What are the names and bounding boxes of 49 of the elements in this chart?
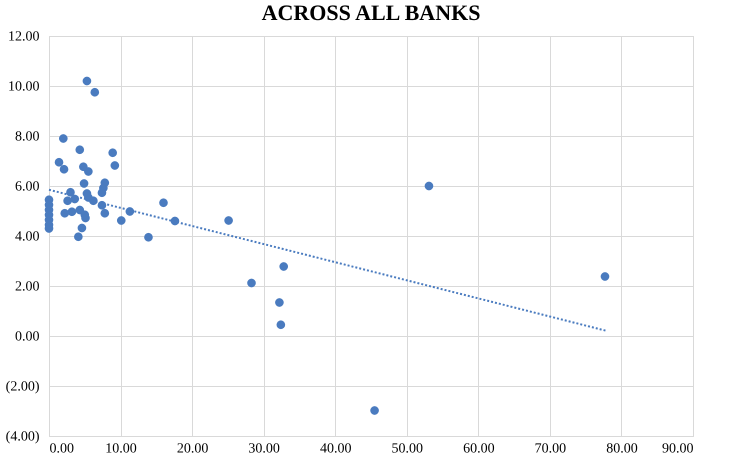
y-tick-label: 2.00 <box>15 280 40 294</box>
y-tick-label: 8.00 <box>15 130 40 144</box>
point <box>276 320 286 330</box>
point <box>370 406 379 415</box>
y-tick-label: (2.00) <box>6 380 40 394</box>
point <box>74 232 83 242</box>
point <box>75 145 84 154</box>
y-tick-label: 10.00 <box>8 80 40 94</box>
y-tick-label: 6.00 <box>15 180 40 194</box>
point <box>82 76 92 86</box>
x-tick-label: 70.00 <box>534 442 566 456</box>
y-tick-label: 4.00 <box>15 230 40 244</box>
point <box>247 278 256 288</box>
point <box>424 182 434 190</box>
point <box>84 167 93 176</box>
x-tick-label: 90.00 <box>662 442 694 456</box>
point <box>110 161 120 170</box>
x-tick-label: 80.00 <box>606 442 638 456</box>
point <box>90 88 100 97</box>
point <box>144 232 153 242</box>
point <box>60 208 70 218</box>
point <box>63 196 72 206</box>
y-tick-label: (4.00) <box>6 430 40 444</box>
point <box>275 298 284 307</box>
x-tick-label: 60.00 <box>463 442 495 456</box>
point <box>224 216 233 225</box>
y-tick-label: 0.00 <box>15 330 40 344</box>
point <box>100 208 110 218</box>
point <box>80 179 88 188</box>
point <box>116 216 126 225</box>
point <box>60 164 68 174</box>
x-tick-label: 30.00 <box>248 442 280 456</box>
point <box>279 262 288 271</box>
x-tick-label: 0.00 <box>50 442 74 456</box>
x-tick-label: 20.00 <box>176 442 208 456</box>
point <box>79 162 88 172</box>
point <box>98 188 106 198</box>
point <box>58 134 68 143</box>
x-tick-label: 10.00 <box>105 442 137 456</box>
point <box>600 272 610 281</box>
point <box>68 207 76 216</box>
point <box>54 158 64 167</box>
point <box>78 224 86 232</box>
x-tick-label: 40.00 <box>320 442 352 456</box>
chart-title: ACROSS ALL BANKS <box>262 0 480 25</box>
x-tick-label: 50.00 <box>392 442 424 456</box>
y-tick-label: 12.00 <box>8 30 40 44</box>
point <box>159 198 168 208</box>
point <box>108 148 118 158</box>
